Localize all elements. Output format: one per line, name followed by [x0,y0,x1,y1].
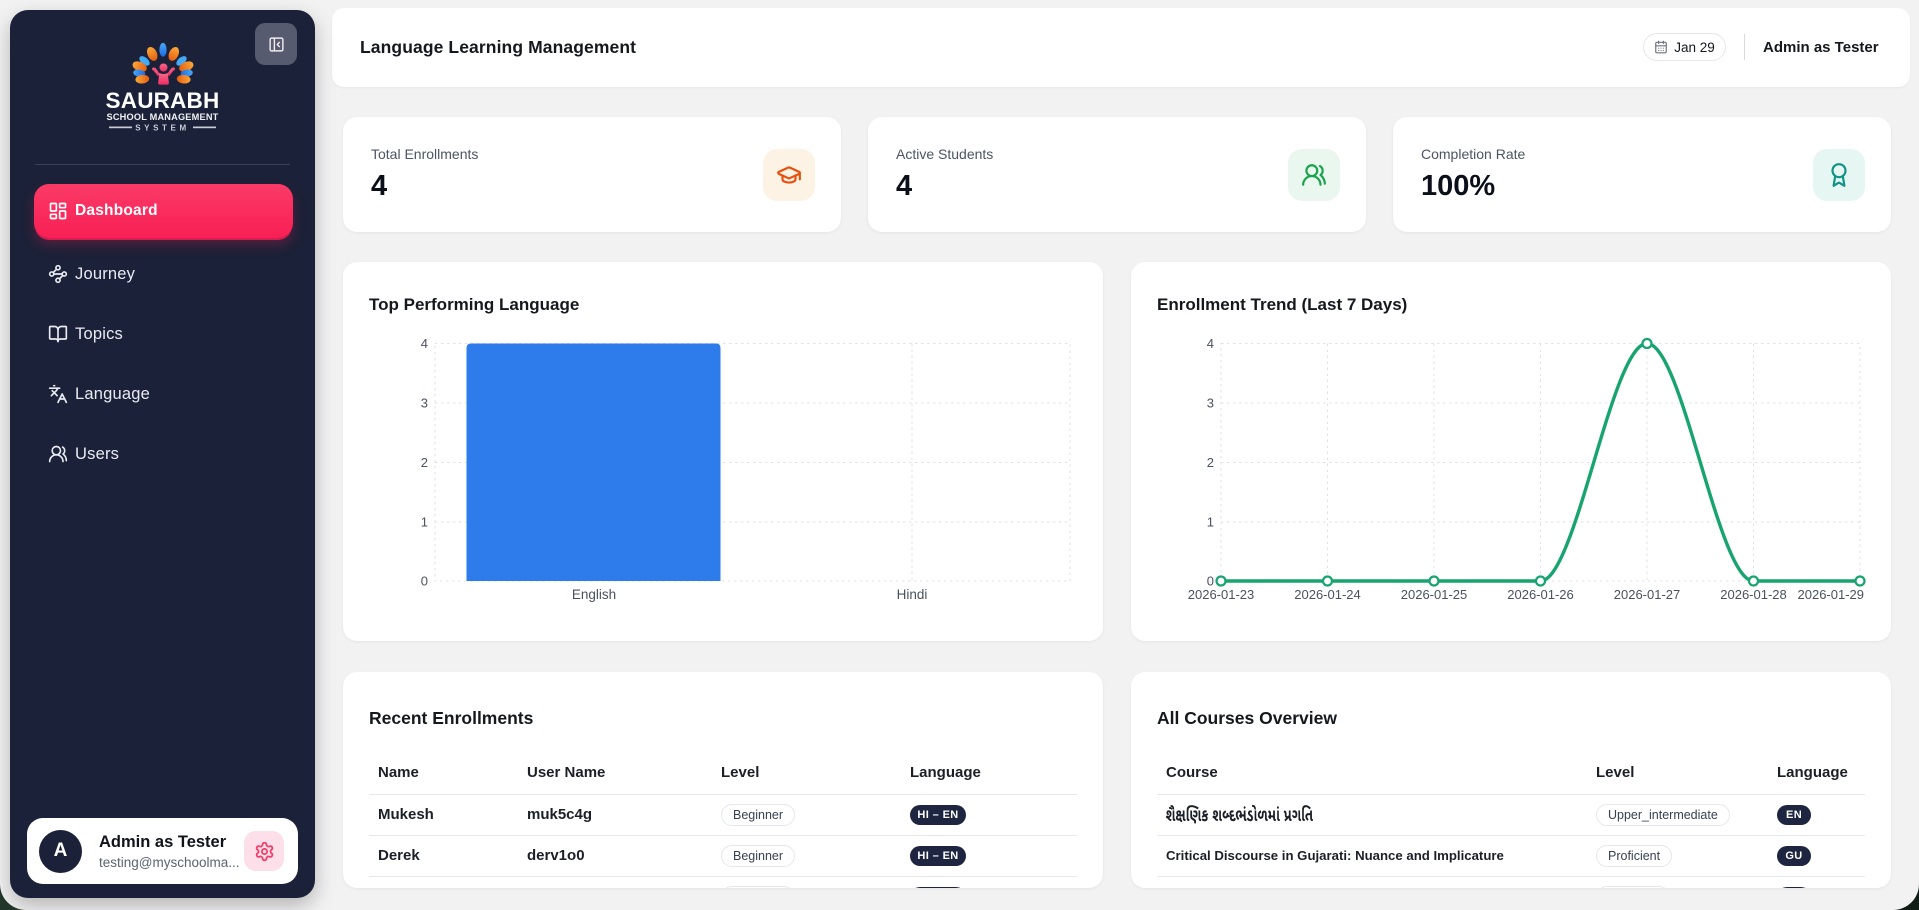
svg-text:SYSTEM: SYSTEM [135,124,190,133]
svg-text:2026-01-24: 2026-01-24 [1294,587,1361,602]
svg-text:3: 3 [1207,396,1214,411]
svg-text:4: 4 [1207,336,1214,351]
svg-text:1: 1 [421,515,428,530]
svg-text:2026-01-28: 2026-01-28 [1720,587,1787,602]
svg-text:0: 0 [421,574,428,589]
svg-text:0: 0 [1207,574,1214,589]
svg-text:4: 4 [421,336,428,351]
svg-text:1: 1 [1207,515,1214,530]
svg-text:3: 3 [421,396,428,411]
svg-text:2026-01-25: 2026-01-25 [1401,587,1468,602]
svg-text:English: English [572,587,616,602]
svg-text:2026-01-29: 2026-01-29 [1798,587,1865,602]
svg-text:2026-01-27: 2026-01-27 [1614,587,1681,602]
svg-text:2: 2 [421,455,428,470]
svg-text:Hindi: Hindi [897,587,928,602]
svg-text:2026-01-26: 2026-01-26 [1507,587,1574,602]
svg-text:SCHOOL MANAGEMENT: SCHOOL MANAGEMENT [107,112,219,122]
svg-text:SAURABH: SAURABH [106,88,220,113]
svg-text:2: 2 [1207,455,1214,470]
svg-text:2026-01-23: 2026-01-23 [1188,587,1255,602]
